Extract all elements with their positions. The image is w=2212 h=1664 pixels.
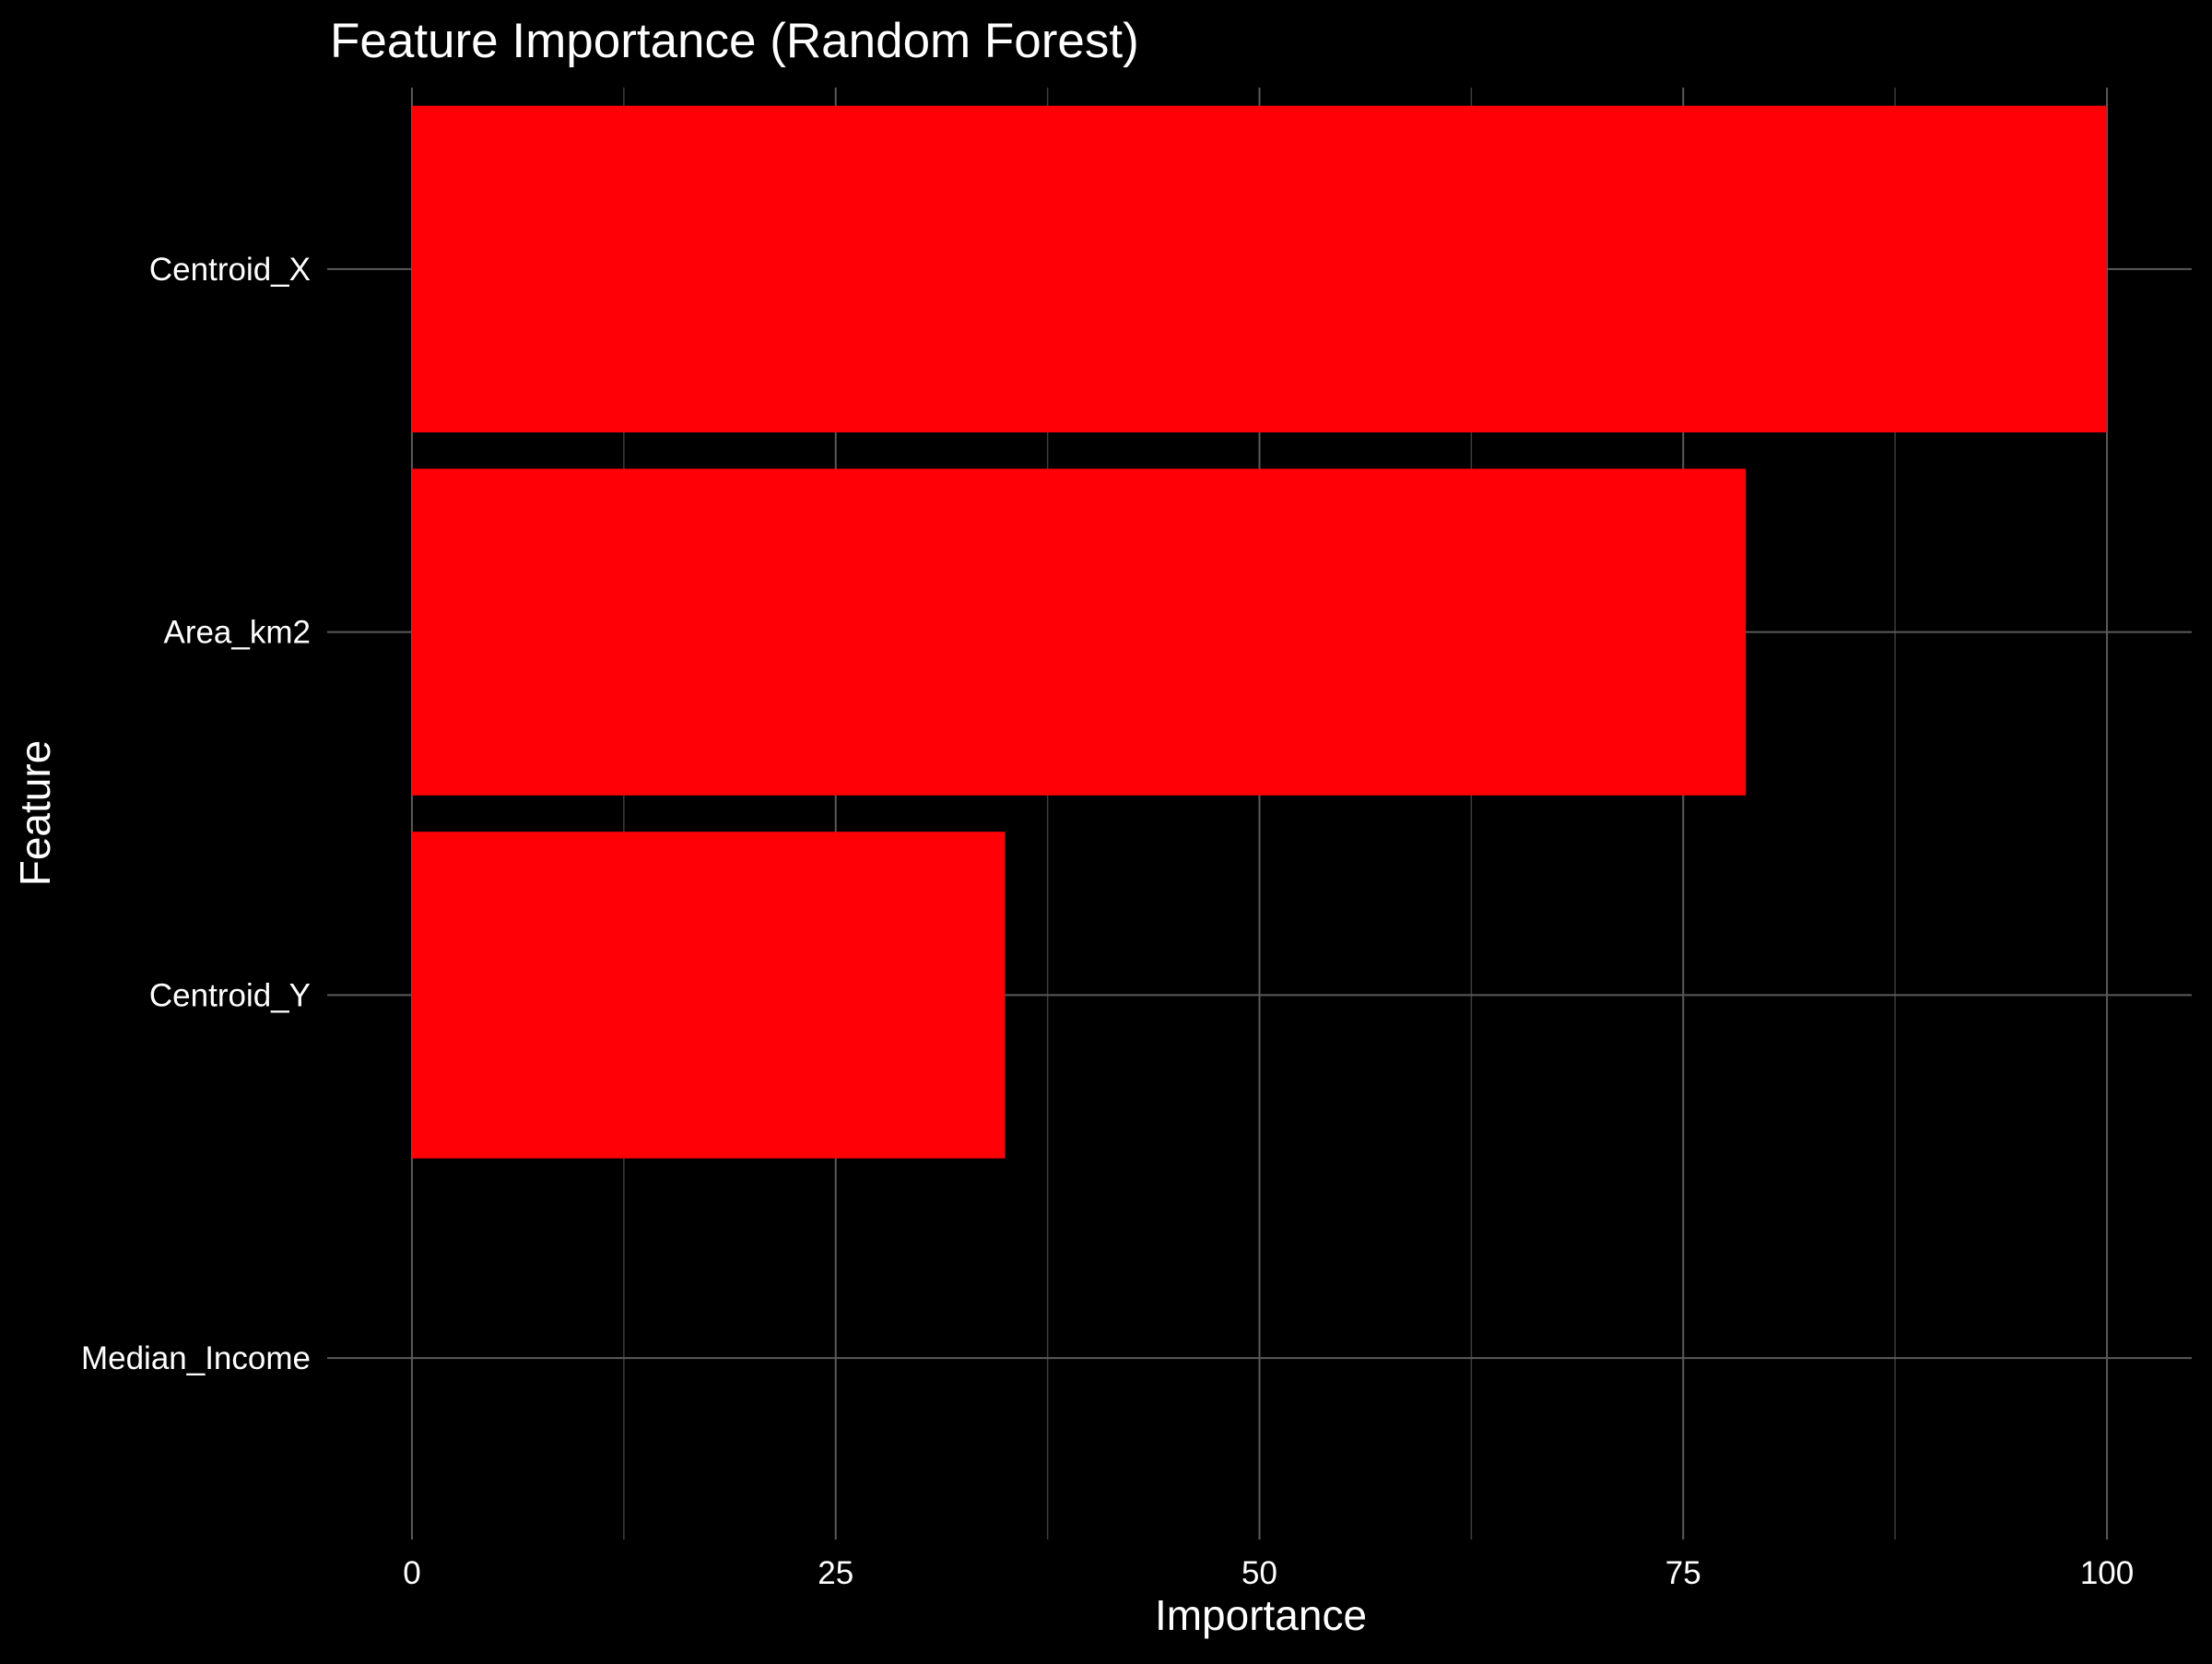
bar-area-km2 [411,468,1747,796]
x-tick-label: 25 [818,1555,853,1591]
x-tick-label: 100 [2080,1555,2134,1591]
y-tick-label: Centroid_X [149,252,311,288]
x-tick-label: 75 [1665,1555,1701,1591]
bar-centroid-x [411,105,2108,433]
x-tick-label: 50 [1241,1555,1277,1591]
bars [411,105,2108,1159]
bar-centroid-y [411,832,1006,1159]
y-tick-label: Centroid_Y [149,977,311,1013]
y-tick-label: Area_km2 [163,615,311,651]
axis-ticks: Centroid_X Area_km2 Centroid_Y Median_Incom… [81,252,2134,1591]
x-axis-title: Importance [1155,1591,1367,1639]
chart-title: Feature Importance (Random Forest) [330,14,1139,68]
y-axis-title: Feature [11,740,59,887]
x-tick-label: 0 [403,1555,420,1591]
y-tick-label: Median_Income [81,1340,311,1376]
